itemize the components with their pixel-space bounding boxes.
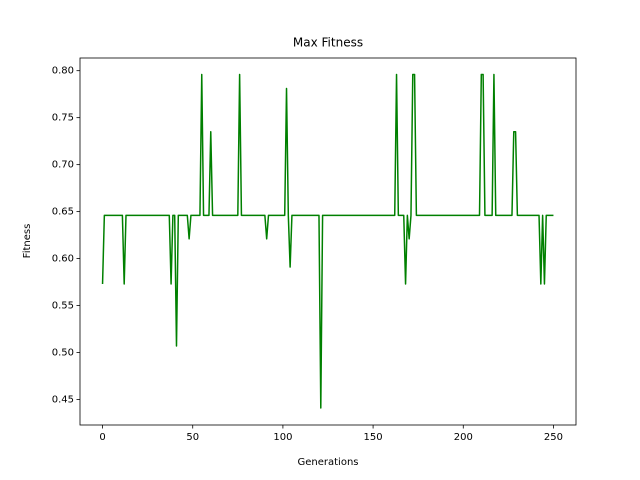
data-line xyxy=(101,73,554,409)
x-tick-label: 150 xyxy=(364,432,383,443)
x-tick-label: 100 xyxy=(273,432,292,443)
y-tick-label: 0.75 xyxy=(52,113,74,124)
y-tick-label: 0.55 xyxy=(52,301,74,312)
y-tick-label: 0.70 xyxy=(52,160,74,171)
y-axis-label: Fitness xyxy=(22,224,33,259)
x-tick-label: 50 xyxy=(186,432,199,443)
x-tick-label: 250 xyxy=(544,432,563,443)
y-tick-label: 0.45 xyxy=(52,395,74,406)
chart-title: Max Fitness xyxy=(293,36,363,50)
x-axis-label: Generations xyxy=(298,457,359,468)
x-tick-label: 0 xyxy=(99,432,105,443)
y-tick-label: 0.60 xyxy=(52,254,74,265)
y-tick-label: 0.80 xyxy=(52,66,74,77)
x-tick-label: 200 xyxy=(454,432,473,443)
plot-frame xyxy=(79,57,577,426)
y-tick-label: 0.65 xyxy=(52,207,74,218)
y-tick-label: 0.50 xyxy=(52,348,74,359)
